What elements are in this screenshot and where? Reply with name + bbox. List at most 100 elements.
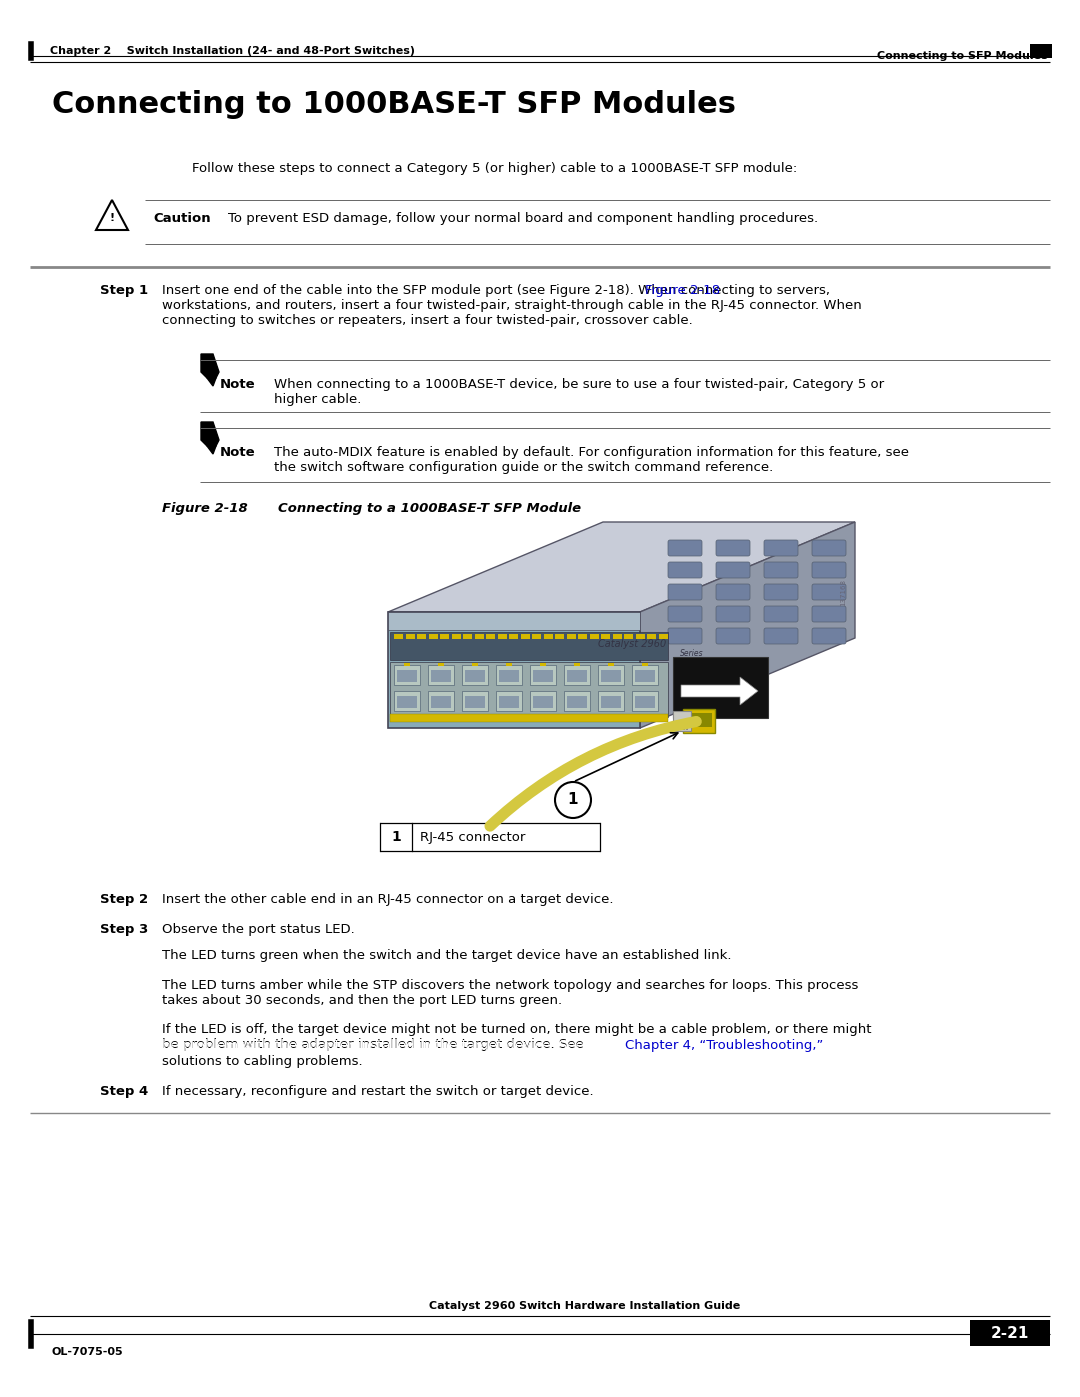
FancyBboxPatch shape bbox=[496, 665, 522, 685]
Bar bbox=[405, 634, 415, 638]
Text: Step 4: Step 4 bbox=[99, 1085, 148, 1098]
Text: Insert one end of the cable into the SFP module port (see Figure 2-18). When con: Insert one end of the cable into the SFP… bbox=[162, 284, 862, 327]
Bar bbox=[635, 696, 654, 708]
FancyBboxPatch shape bbox=[716, 562, 750, 578]
Text: Catalyst 2960 Switch Hardware Installation Guide: Catalyst 2960 Switch Hardware Installati… bbox=[429, 1301, 740, 1310]
Text: Figure 2-18: Figure 2-18 bbox=[162, 502, 247, 515]
Text: Figure 2-18: Figure 2-18 bbox=[645, 284, 720, 298]
FancyBboxPatch shape bbox=[394, 692, 420, 711]
Bar bbox=[465, 696, 485, 708]
Bar bbox=[486, 634, 495, 638]
FancyBboxPatch shape bbox=[530, 692, 556, 711]
Text: 137168: 137168 bbox=[840, 578, 846, 605]
Bar bbox=[417, 634, 426, 638]
Text: Insert the other cable end in an RJ-45 connector on a target device.: Insert the other cable end in an RJ-45 c… bbox=[162, 893, 613, 907]
Text: Chapter 4, “Troubleshooting,”: Chapter 4, “Troubleshooting,” bbox=[625, 1039, 823, 1052]
Bar bbox=[534, 671, 553, 682]
Bar bbox=[567, 671, 588, 682]
Bar bbox=[678, 725, 681, 731]
Bar bbox=[686, 712, 712, 726]
FancyBboxPatch shape bbox=[564, 665, 590, 685]
Text: Step 2: Step 2 bbox=[99, 893, 148, 907]
FancyBboxPatch shape bbox=[812, 606, 846, 622]
FancyBboxPatch shape bbox=[632, 665, 658, 685]
Bar bbox=[970, 1320, 1050, 1345]
FancyBboxPatch shape bbox=[716, 584, 750, 599]
FancyBboxPatch shape bbox=[669, 629, 702, 644]
Bar bbox=[509, 634, 518, 638]
FancyBboxPatch shape bbox=[812, 541, 846, 556]
Bar bbox=[600, 671, 621, 682]
FancyBboxPatch shape bbox=[598, 692, 624, 711]
Bar bbox=[431, 696, 451, 708]
Bar bbox=[388, 612, 640, 630]
FancyBboxPatch shape bbox=[462, 692, 488, 711]
Text: Chapter 2    Switch Installation (24- and 48-Port Switches): Chapter 2 Switch Installation (24- and 4… bbox=[50, 46, 415, 56]
Bar bbox=[675, 725, 677, 731]
Text: Note: Note bbox=[220, 446, 256, 460]
Polygon shape bbox=[207, 446, 216, 454]
Polygon shape bbox=[201, 353, 219, 379]
FancyBboxPatch shape bbox=[669, 584, 702, 599]
Bar bbox=[540, 664, 546, 666]
Bar bbox=[555, 634, 564, 638]
Bar bbox=[431, 671, 451, 682]
FancyBboxPatch shape bbox=[673, 711, 691, 731]
Text: Observe the port status LED.: Observe the port status LED. bbox=[162, 923, 354, 936]
Text: Series: Series bbox=[680, 650, 704, 658]
Text: Connecting to a 1000BASE-T SFP Module: Connecting to a 1000BASE-T SFP Module bbox=[278, 502, 581, 515]
FancyBboxPatch shape bbox=[716, 606, 750, 622]
FancyBboxPatch shape bbox=[496, 692, 522, 711]
FancyBboxPatch shape bbox=[428, 692, 454, 711]
Bar bbox=[590, 634, 598, 638]
Text: Connecting to SFP Modules: Connecting to SFP Modules bbox=[877, 52, 1048, 61]
Bar bbox=[647, 634, 656, 638]
Text: If the LED is off, the target device might not be turned on, there might be a ca: If the LED is off, the target device mig… bbox=[162, 1023, 872, 1051]
Text: RJ-45 connector: RJ-45 connector bbox=[420, 830, 525, 844]
Text: The LED turns green when the switch and the target device have an established li: The LED turns green when the switch and … bbox=[162, 949, 731, 963]
Bar bbox=[573, 664, 580, 666]
Text: solutions to cabling problems.: solutions to cabling problems. bbox=[162, 1055, 363, 1067]
Bar bbox=[521, 634, 529, 638]
Text: !: ! bbox=[109, 212, 114, 224]
Bar bbox=[465, 671, 485, 682]
Bar bbox=[463, 634, 472, 638]
Text: Caution: Caution bbox=[153, 212, 211, 225]
FancyBboxPatch shape bbox=[428, 665, 454, 685]
Text: Connecting to 1000BASE-T SFP Modules: Connecting to 1000BASE-T SFP Modules bbox=[52, 89, 735, 119]
Bar bbox=[534, 696, 553, 708]
FancyBboxPatch shape bbox=[716, 541, 750, 556]
Text: for
solutions to cabling problems.: for solutions to cabling problems. bbox=[162, 1055, 363, 1083]
FancyBboxPatch shape bbox=[598, 665, 624, 685]
Bar bbox=[624, 634, 633, 638]
Bar bbox=[397, 696, 417, 708]
Bar bbox=[499, 671, 519, 682]
Bar bbox=[543, 634, 553, 638]
Text: If necessary, reconfigure and restart the switch or target device.: If necessary, reconfigure and restart th… bbox=[162, 1085, 594, 1098]
Bar bbox=[567, 696, 588, 708]
FancyBboxPatch shape bbox=[764, 584, 798, 599]
FancyBboxPatch shape bbox=[812, 629, 846, 644]
Polygon shape bbox=[388, 522, 855, 612]
FancyBboxPatch shape bbox=[683, 710, 715, 733]
Text: Step 3: Step 3 bbox=[99, 923, 148, 936]
FancyBboxPatch shape bbox=[764, 541, 798, 556]
Bar bbox=[600, 696, 621, 708]
Bar bbox=[438, 664, 444, 666]
Bar bbox=[390, 662, 669, 717]
Bar bbox=[612, 634, 621, 638]
Polygon shape bbox=[201, 422, 219, 446]
Text: Note: Note bbox=[220, 379, 256, 391]
Bar bbox=[532, 634, 541, 638]
Bar bbox=[388, 612, 640, 728]
Bar bbox=[451, 634, 460, 638]
Text: To prevent ESD damage, follow your normal board and component handling procedure: To prevent ESD damage, follow your norma… bbox=[228, 212, 819, 225]
FancyBboxPatch shape bbox=[764, 629, 798, 644]
Text: When connecting to a 1000BASE-T device, be sure to use a four twisted-pair, Cate: When connecting to a 1000BASE-T device, … bbox=[274, 379, 885, 407]
Bar bbox=[429, 634, 437, 638]
Polygon shape bbox=[640, 522, 855, 728]
Text: Follow these steps to connect a Category 5 (or higher) cable to a 1000BASE-T SFP: Follow these steps to connect a Category… bbox=[192, 162, 797, 175]
Bar bbox=[578, 634, 588, 638]
FancyBboxPatch shape bbox=[632, 692, 658, 711]
FancyBboxPatch shape bbox=[764, 562, 798, 578]
